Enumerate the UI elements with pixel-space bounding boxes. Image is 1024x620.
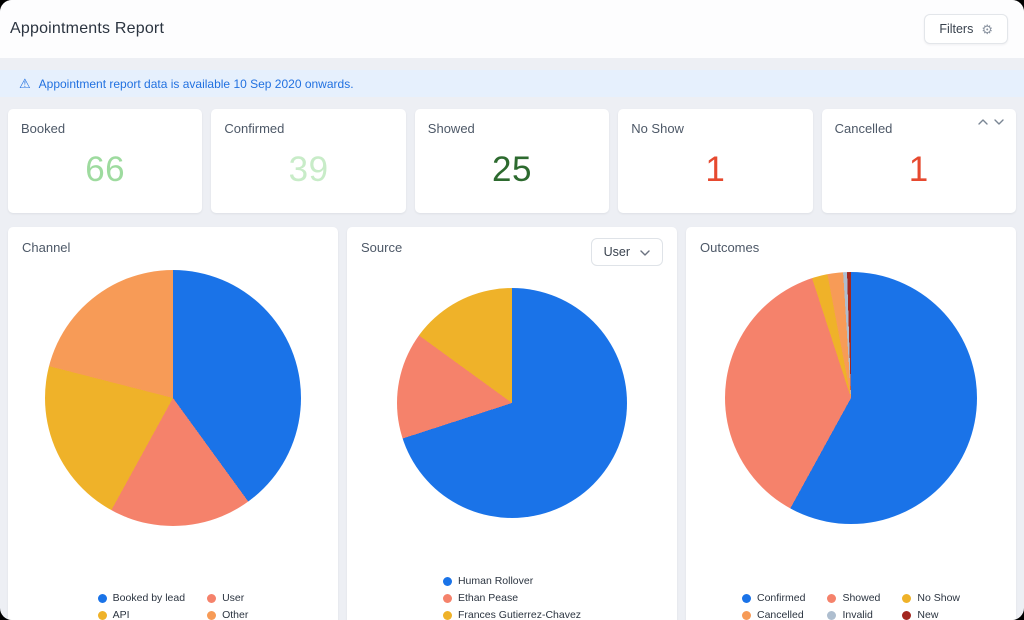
- info-banner: ⚠ Appointment report data is available 1…: [0, 70, 1024, 97]
- stat-value: 1: [908, 150, 929, 189]
- legend-label: Human Rollover: [457, 575, 534, 587]
- legend-item: New: [902, 609, 960, 620]
- gear-icon: ⚙: [981, 21, 993, 37]
- chevron-up-icon: [978, 119, 988, 125]
- source-user-dropdown[interactable]: User: [590, 238, 663, 266]
- legend-dot: [97, 593, 107, 603]
- channel-pie-chart[interactable]: [45, 270, 301, 526]
- outcomes-pie-chart[interactable]: [725, 272, 977, 524]
- stat-card-cancelled: Cancelled 1: [821, 109, 1016, 213]
- page-header: Appointments Report Filters ⚙: [0, 0, 1024, 58]
- collapse-toggle[interactable]: [978, 119, 1004, 125]
- legend-label: User: [222, 592, 245, 604]
- legend-item: Frances Gutierrez-Chavez: [442, 609, 582, 620]
- stats-row: Booked 66 Confirmed 39 Showed 25 No Show…: [0, 97, 1024, 213]
- legend-item: API: [97, 609, 185, 620]
- legend-label: Invalid: [842, 609, 873, 620]
- legend-label: Frances Gutierrez-Chavez: [457, 609, 582, 620]
- legend-label: No Show: [917, 592, 960, 604]
- stat-label: Showed: [427, 121, 475, 136]
- legend-dot: [902, 610, 912, 620]
- chart-header: Source User: [361, 238, 663, 266]
- legend-dot: [97, 610, 107, 620]
- legend-item: Booked by lead: [97, 592, 186, 604]
- stat-label: Booked: [21, 121, 66, 136]
- legend-dot: [442, 593, 452, 603]
- legend-label: Confirmed: [757, 592, 806, 604]
- legend-dot: [827, 610, 837, 620]
- legend-label: Ethan Pease: [457, 592, 519, 604]
- legend-dot: [742, 593, 751, 603]
- source-pie-chart[interactable]: [397, 288, 627, 518]
- legend-dot: [827, 593, 837, 603]
- legend-dot: [442, 610, 452, 620]
- legend-label: New: [917, 609, 939, 620]
- legend-label: Other: [222, 609, 249, 620]
- legend-label: Showed: [842, 592, 881, 604]
- outcomes-legend: Confirmed Showed No Show Cancelled Invalid Ne…: [742, 576, 960, 620]
- legend-item: Cancelled: [742, 609, 805, 620]
- stat-value: 1: [705, 150, 726, 189]
- chart-card-outcomes: Outcomes Confirmed Showed No Show Cancelled…: [686, 227, 1016, 620]
- legend-dot: [902, 593, 912, 603]
- legend-dot: [207, 593, 217, 603]
- legend-label: Booked by lead: [112, 592, 186, 604]
- chart-header: Outcomes: [700, 240, 1002, 262]
- stat-label: Cancelled: [834, 121, 893, 136]
- legend-label: Cancelled: [757, 609, 804, 620]
- legend-item: Human Rollover: [442, 575, 581, 587]
- legend-item: Invalid: [827, 609, 880, 620]
- legend-label: API: [112, 609, 130, 620]
- legend-item: Other: [207, 609, 248, 620]
- legend-dot: [207, 610, 217, 620]
- stat-value: 66: [85, 150, 126, 189]
- stat-label: No Show: [631, 121, 684, 136]
- channel-legend: Booked by lead User API Other: [97, 576, 248, 620]
- legend-item: No Show: [902, 592, 960, 604]
- chevron-down-icon: [640, 245, 650, 259]
- source-legend: Human Rollover Ethan Pease Frances Gutierr…: [442, 559, 582, 620]
- page-title: Appointments Report: [10, 20, 165, 37]
- filters-button[interactable]: Filters ⚙: [924, 14, 1008, 44]
- legend-item: User: [207, 592, 248, 604]
- stat-card-no-show: No Show 1: [618, 109, 813, 213]
- stat-label: Confirmed: [224, 121, 285, 136]
- legend-item: Confirmed: [742, 592, 805, 604]
- stat-card-booked: Booked 66: [8, 109, 203, 213]
- stat-value: 25: [492, 150, 532, 189]
- stat-card-confirmed: Confirmed 39: [211, 109, 406, 213]
- chart-title: Outcomes: [700, 240, 760, 255]
- warning-icon: ⚠: [19, 76, 31, 91]
- legend-dot: [442, 576, 452, 586]
- chart-header: Channel: [22, 240, 324, 262]
- filters-button-label: Filters: [939, 22, 974, 36]
- charts-row: Channel Booked by lead User API Other Sourc…: [0, 213, 1024, 620]
- stat-value: 39: [288, 150, 329, 189]
- legend-item: Ethan Pease: [442, 592, 581, 604]
- chevron-down-icon: [994, 119, 1004, 125]
- chart-card-source: Source User Human Rollover Ethan Pease Fra…: [347, 227, 677, 620]
- chart-title: Source: [361, 240, 403, 255]
- info-banner-text: Appointment report data is available 10 …: [38, 76, 354, 91]
- dropdown-selected-value: User: [603, 245, 630, 259]
- legend-dot: [742, 610, 751, 620]
- legend-item: Showed: [827, 592, 880, 604]
- stat-card-showed: Showed 25: [414, 109, 610, 213]
- chart-title: Channel: [22, 240, 71, 255]
- chart-card-channel: Channel Booked by lead User API Other: [8, 227, 338, 620]
